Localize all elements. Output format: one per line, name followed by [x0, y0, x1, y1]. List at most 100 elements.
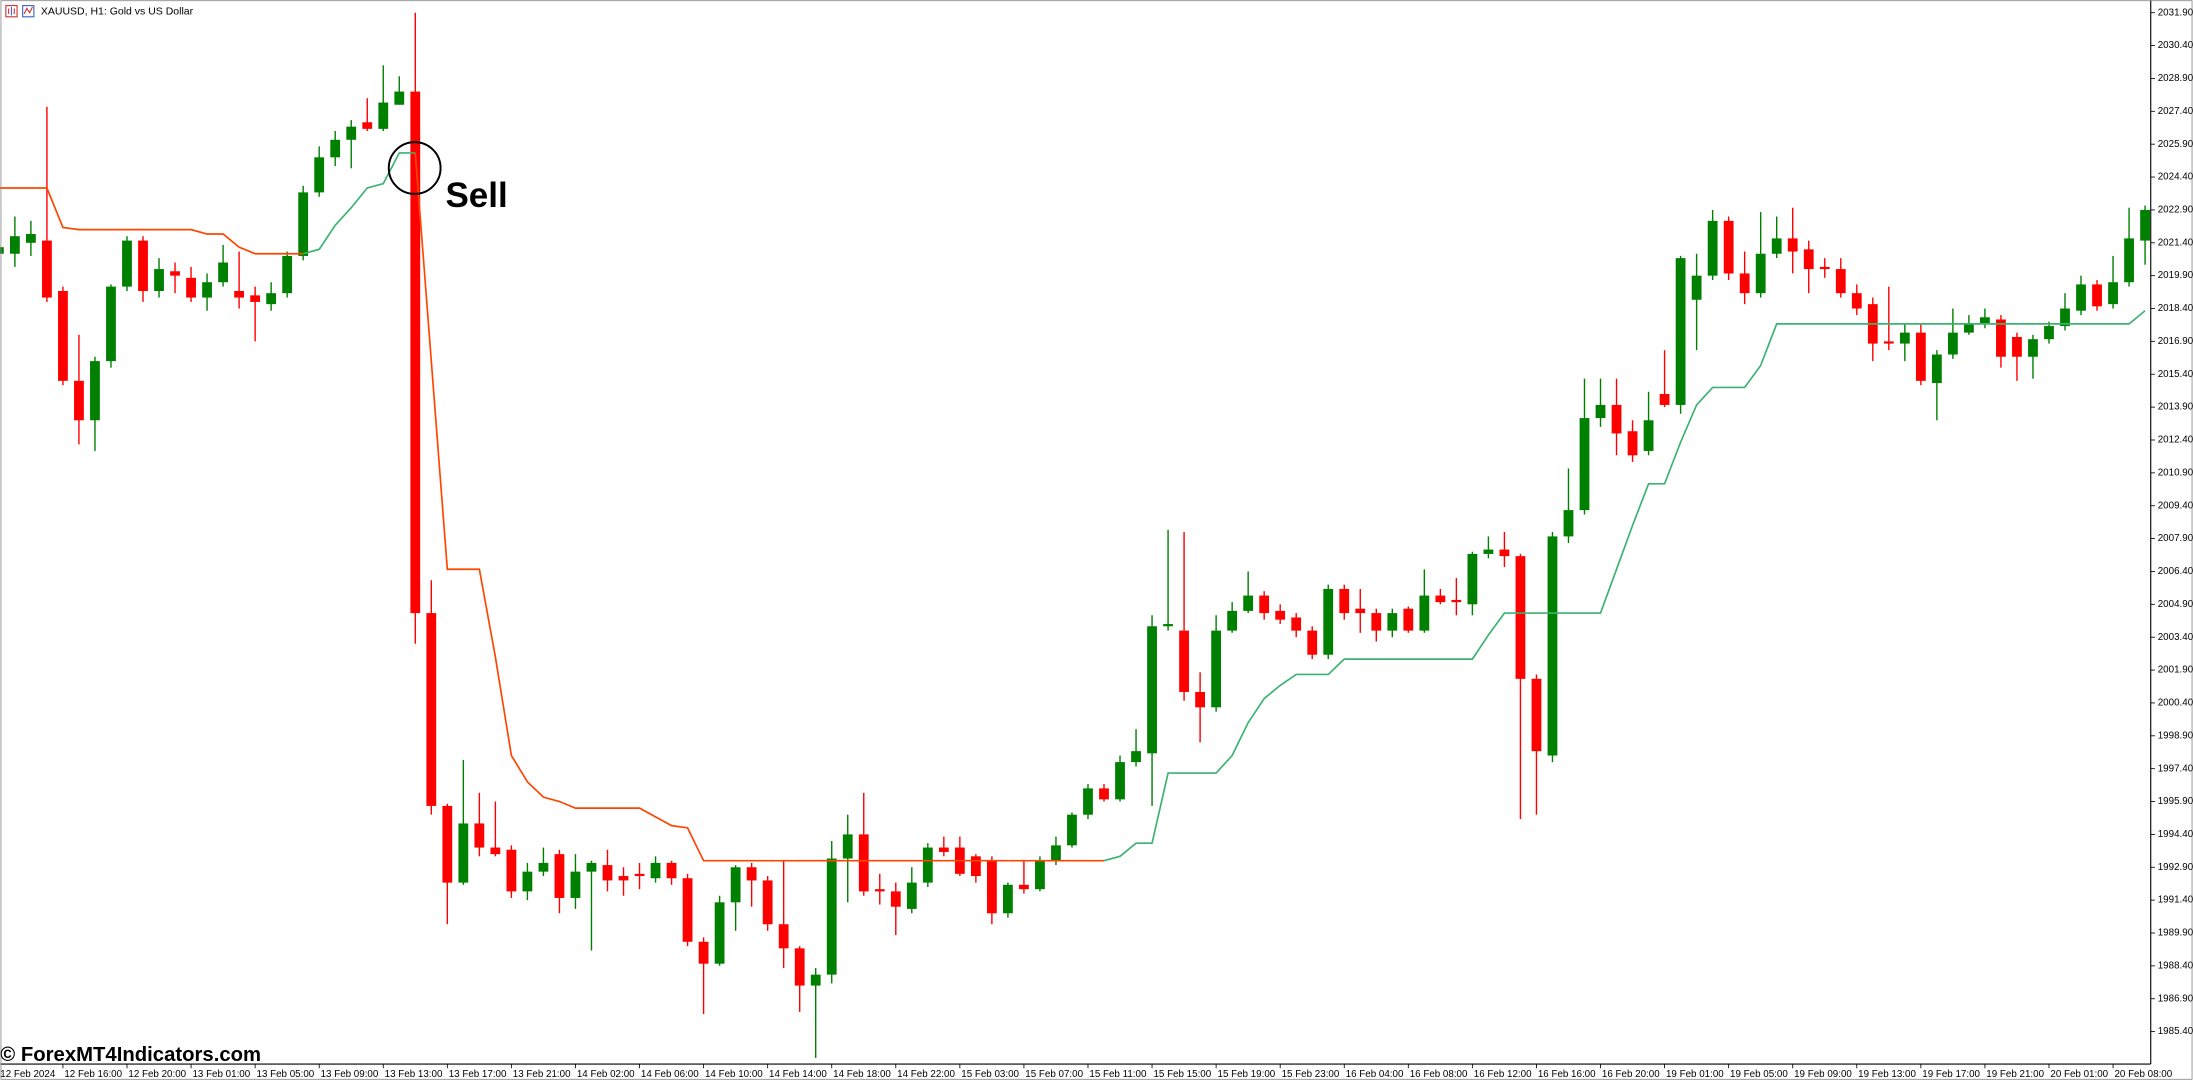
x-tick-label: 15 Feb 23:00: [1282, 1069, 1340, 1080]
candle-body: [1371, 613, 1382, 631]
candle-body: [218, 262, 228, 283]
candle-body: [25, 234, 36, 243]
candle-body: [186, 277, 196, 298]
candle-body: [1003, 884, 1013, 914]
y-tick-label: 2031.90: [2158, 7, 2193, 18]
x-tick-label: 16 Feb 04:00: [1346, 1069, 1404, 1080]
candle-body: [890, 891, 901, 907]
candle-body: [394, 91, 405, 105]
candle-body: [922, 847, 933, 883]
y-tick-label: 2004.90: [2158, 599, 2193, 610]
candle-body: [314, 157, 325, 193]
candle-body: [1115, 762, 1125, 800]
sell-circle: [387, 141, 442, 195]
candle-body: [762, 880, 773, 925]
candle-body: [170, 271, 180, 276]
y-tick-label: 2013.90: [2158, 402, 2193, 413]
candle-body: [1739, 273, 1750, 294]
candle-body: [1899, 332, 1910, 344]
candle-body: [634, 873, 645, 877]
x-tick-label: 13 Feb 21:00: [513, 1069, 571, 1080]
candle-body: [1996, 319, 2006, 357]
candle-body: [1771, 238, 1782, 254]
y-tick-label: 2030.40: [2158, 40, 2193, 51]
y-tick-label: 2024.40: [2158, 172, 2193, 183]
candle-body: [1755, 253, 1766, 294]
y-tick-label: 2028.90: [2158, 73, 2193, 84]
candle-body: [506, 849, 517, 892]
x-tick-label: 14 Feb 10:00: [705, 1069, 763, 1080]
candle-body: [1243, 595, 1254, 611]
candle-body: [282, 255, 293, 294]
candle-body: [2108, 282, 2118, 305]
candle-body: [1035, 860, 1045, 890]
y-tick-label: 2000.40: [2158, 698, 2193, 709]
candle-body: [1291, 617, 1302, 631]
x-tick-label: 15 Feb 07:00: [1025, 1069, 1083, 1080]
y-tick-label: 2022.90: [2158, 205, 2193, 216]
candle-body: [1723, 220, 1734, 274]
candle-body: [1819, 266, 1830, 270]
candle-body: [666, 862, 677, 879]
candle-body: [234, 290, 245, 298]
candle-body: [1275, 610, 1286, 620]
candle-body: [1307, 630, 1318, 655]
y-tick-label: 1988.40: [2158, 960, 2193, 971]
candle-body: [1964, 323, 1974, 333]
y-tick-label: 1998.90: [2158, 730, 2193, 741]
candle-body: [778, 924, 789, 949]
candle-body: [538, 862, 549, 872]
y-tick-label: 2009.40: [2158, 500, 2193, 511]
candle-body: [570, 871, 581, 898]
candle-body: [2076, 284, 2086, 311]
x-tick-label: 14 Feb 22:00: [897, 1069, 955, 1080]
candle-body: [858, 834, 869, 892]
x-tick-label: 16 Feb 20:00: [1602, 1069, 1660, 1080]
candle-body: [1339, 588, 1350, 614]
watermark: © ForexMT4Indicators.com: [0, 1044, 261, 1066]
candle-body: [458, 823, 469, 883]
candle-body: [1259, 595, 1270, 614]
candle-body: [2012, 337, 2022, 357]
candle-body: [0, 247, 4, 254]
x-tick-label: 15 Feb 15:00: [1153, 1069, 1211, 1080]
candle-body: [330, 139, 341, 158]
candle-body: [586, 862, 597, 872]
x-tick-label: 20 Feb 08:00: [2114, 1069, 2172, 1080]
candle-body: [1083, 788, 1093, 815]
candle-body: [1691, 275, 1702, 300]
candle-body: [1947, 332, 1958, 355]
candle-body: [2140, 209, 2150, 241]
candle-body: [1579, 418, 1590, 511]
x-tick-label: 13 Feb 17:00: [449, 1069, 507, 1080]
x-tick-label: 16 Feb 08:00: [1410, 1069, 1468, 1080]
candle-body: [58, 290, 68, 381]
x-tick-label: 19 Feb 09:00: [1794, 1069, 1852, 1080]
candle-body: [970, 856, 981, 877]
y-tick-label: 2003.40: [2158, 632, 2193, 643]
candle-body: [714, 902, 725, 964]
candle-body: [426, 613, 437, 806]
x-tick-label: 16 Feb 16:00: [1538, 1069, 1596, 1080]
candle-body: [618, 876, 629, 881]
candle-body: [1163, 624, 1173, 627]
candle-body: [1499, 549, 1510, 557]
candle-body: [1387, 613, 1398, 631]
x-tick-label: 12 Feb 2024: [0, 1069, 56, 1080]
candle-body: [874, 889, 885, 892]
candle-body: [730, 867, 741, 903]
x-tick-label: 15 Feb 19:00: [1218, 1069, 1276, 1080]
candle-body: [410, 91, 421, 614]
candle-body: [1563, 510, 1574, 537]
candle-body: [9, 236, 20, 254]
y-tick-label: 2016.90: [2158, 336, 2193, 347]
x-tick-label: 15 Feb 03:00: [961, 1069, 1019, 1080]
plot-area: [0, 12, 2150, 1058]
candle-body: [490, 847, 501, 855]
y-tick-label: 2019.90: [2158, 270, 2193, 281]
candle-body: [2044, 326, 2054, 340]
y-tick-label: 1986.90: [2158, 993, 2193, 1004]
candle-body: [154, 269, 164, 291]
x-tick-label: 13 Feb 13:00: [385, 1069, 443, 1080]
